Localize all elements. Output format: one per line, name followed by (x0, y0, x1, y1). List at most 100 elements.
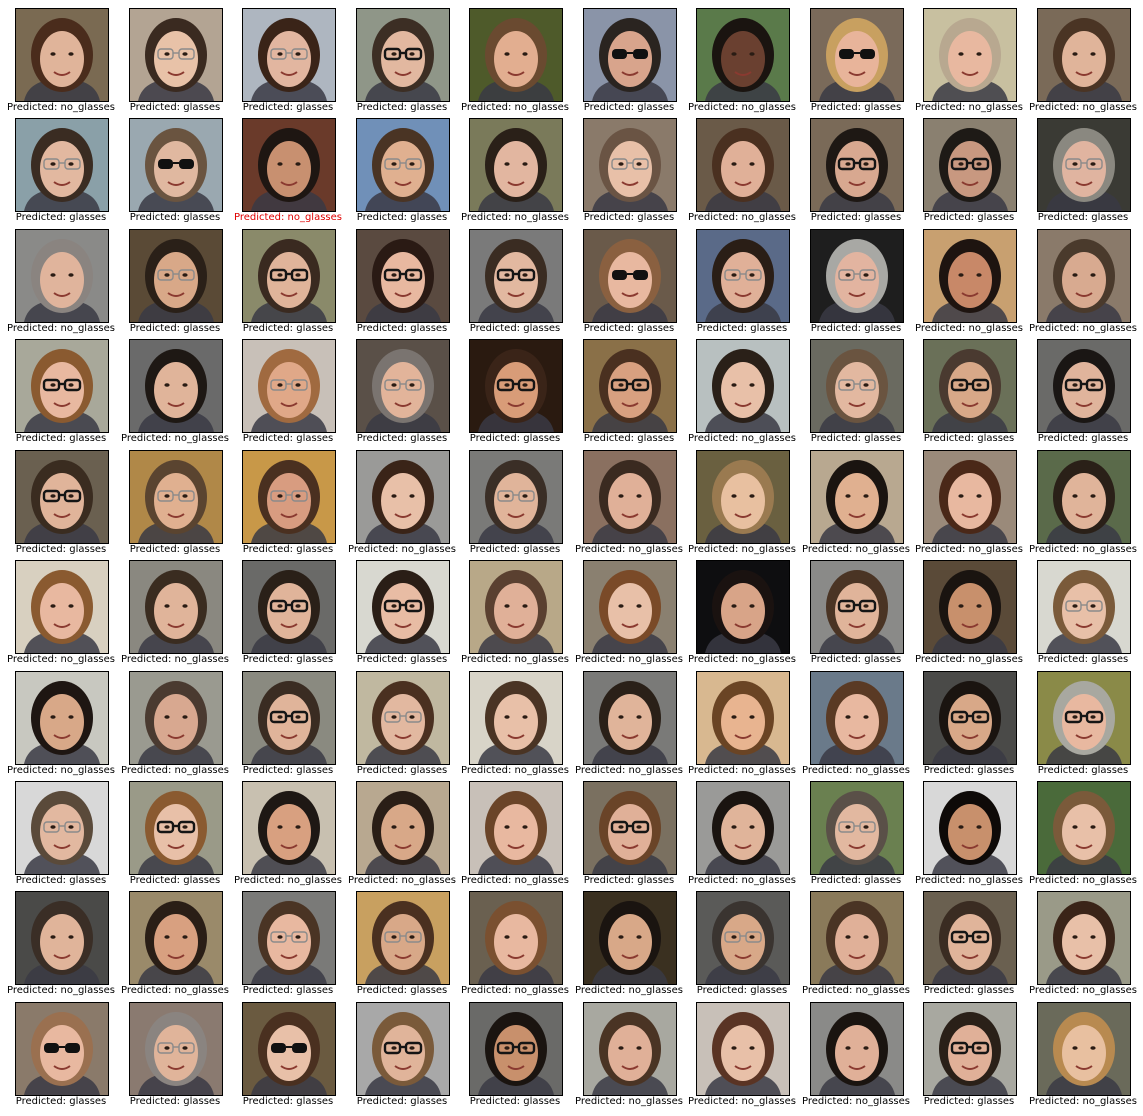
face-image (470, 1003, 562, 1095)
prediction-caption: Predicted: glasses (356, 323, 448, 334)
left-eye (1072, 383, 1078, 387)
right-eye (409, 935, 415, 939)
mouth (167, 734, 185, 739)
face-thumbnail (583, 339, 677, 433)
glasses-lens-left (1065, 158, 1082, 170)
face-image (584, 340, 676, 432)
mouth (394, 734, 412, 739)
prediction-cell: Predicted: glasses (240, 891, 352, 1001)
right-eye (409, 273, 415, 277)
right-eye (863, 604, 869, 608)
right-eye (636, 935, 642, 939)
prediction-caption: Predicted: glasses (242, 985, 334, 996)
face-thumbnail (469, 339, 563, 433)
prediction-cell: Predicted: no_glasses (121, 560, 239, 670)
right-eye (68, 935, 74, 939)
prediction-caption: Predicted: glasses (242, 102, 334, 113)
face-thumbnail (15, 1002, 109, 1096)
mouth (394, 513, 412, 518)
prediction-cell: Predicted: no_glasses (688, 118, 806, 228)
face-thumbnail (356, 1002, 450, 1096)
face-image (584, 9, 676, 101)
mouth (507, 1065, 525, 1070)
face-thumbnail (15, 118, 109, 212)
face-thumbnail (242, 891, 336, 985)
right-eye (976, 825, 982, 829)
face-image (16, 340, 108, 432)
prediction-caption: Predicted: no_glasses (461, 765, 569, 776)
sunglasses-lens-left (158, 159, 173, 169)
right-eye (749, 825, 755, 829)
mouth (848, 292, 866, 297)
prediction-caption: Predicted: no_glasses (461, 212, 569, 223)
face-thumbnail (469, 8, 563, 102)
face (835, 583, 879, 639)
face-thumbnail (469, 118, 563, 212)
prediction-cell: Predicted: no_glasses (461, 8, 579, 118)
face (835, 252, 879, 308)
right-eye (1090, 383, 1096, 387)
face (267, 31, 311, 87)
prediction-caption: Predicted: no_glasses (348, 875, 456, 886)
face-image (470, 561, 562, 653)
prediction-cell: Predicted: no_glasses (234, 781, 352, 891)
prediction-caption: Predicted: glasses (583, 212, 675, 223)
face (381, 473, 425, 529)
face-image (243, 561, 335, 653)
prediction-cell: Predicted: no_glasses (915, 781, 1033, 891)
face (1062, 362, 1106, 418)
right-eye (1090, 273, 1096, 277)
mouth (280, 513, 298, 518)
face-image (1038, 451, 1130, 543)
glasses-lens-left (43, 821, 60, 833)
mouth (961, 71, 979, 76)
face (494, 1025, 538, 1081)
face-image (584, 782, 676, 874)
glasses-lens-right (518, 490, 535, 502)
face (40, 31, 84, 87)
mouth (961, 844, 979, 849)
right-eye (522, 825, 528, 829)
mouth (734, 292, 752, 297)
right-eye (863, 825, 869, 829)
right-eye (295, 162, 301, 166)
mouth (394, 844, 412, 849)
right-eye (182, 273, 188, 277)
face-thumbnail (583, 229, 677, 323)
right-eye (976, 604, 982, 608)
glasses-lens-right (405, 379, 422, 391)
prediction-caption: Predicted: no_glasses (688, 544, 796, 555)
right-eye (68, 715, 74, 719)
face (948, 252, 992, 308)
face (381, 583, 425, 639)
face (154, 473, 198, 529)
sunglasses-lens-right (179, 159, 194, 169)
right-eye (295, 715, 301, 719)
left-eye (391, 273, 397, 277)
prediction-caption: Predicted: glasses (356, 654, 448, 665)
right-eye (863, 273, 869, 277)
prediction-cell: Predicted: glasses (808, 781, 920, 891)
prediction-caption: Predicted: no_glasses (688, 212, 796, 223)
prediction-cell: Predicted: no_glasses (7, 560, 125, 670)
face (40, 583, 84, 639)
right-eye (976, 383, 982, 387)
prediction-cell: Predicted: glasses (581, 8, 693, 118)
glasses-lens-left (384, 158, 401, 170)
prediction-cell: Predicted: no_glasses (688, 450, 806, 560)
prediction-cell: Predicted: glasses (240, 229, 352, 339)
face (721, 914, 765, 970)
prediction-cell: Predicted: glasses (127, 118, 239, 228)
face (1062, 583, 1106, 639)
prediction-caption: Predicted: no_glasses (461, 654, 569, 665)
mouth (167, 623, 185, 628)
face-image (924, 230, 1016, 322)
right-eye (749, 494, 755, 498)
prediction-caption: Predicted: glasses (356, 985, 448, 996)
face-image (130, 119, 222, 211)
face-thumbnail (923, 671, 1017, 765)
left-eye (845, 273, 851, 277)
left-eye (845, 162, 851, 166)
face-thumbnail (242, 1002, 336, 1096)
mouth (507, 844, 525, 849)
